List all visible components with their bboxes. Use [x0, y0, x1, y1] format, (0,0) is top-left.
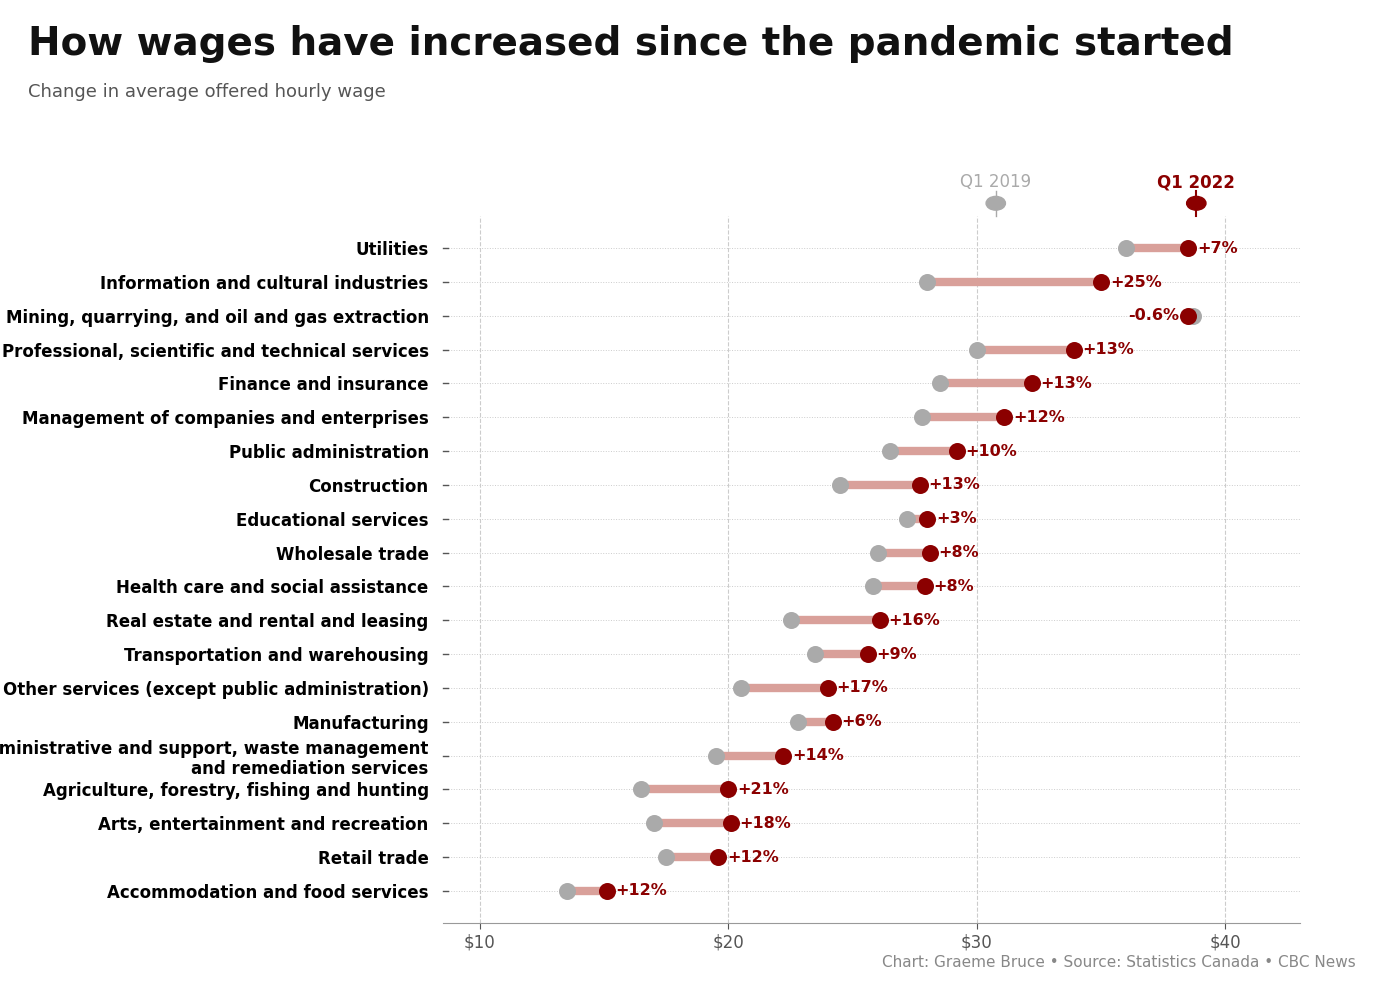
- Text: +13%: +13%: [1040, 376, 1093, 391]
- Point: [866, 545, 888, 561]
- Text: Q1 2019: Q1 2019: [960, 174, 1032, 191]
- Point: [1021, 376, 1043, 392]
- Text: +21%: +21%: [737, 782, 788, 797]
- Point: [896, 511, 918, 526]
- Point: [1177, 241, 1199, 256]
- Point: [965, 342, 987, 357]
- Point: [730, 681, 752, 696]
- Point: [822, 714, 844, 730]
- Point: [928, 376, 950, 392]
- Point: [556, 883, 578, 899]
- Point: [1062, 342, 1084, 357]
- Text: +7%: +7%: [1196, 241, 1238, 255]
- Point: [914, 578, 936, 594]
- Point: [772, 747, 794, 763]
- Point: [1177, 308, 1199, 324]
- Point: [1115, 241, 1137, 256]
- Text: +13%: +13%: [1083, 342, 1134, 357]
- Point: [830, 477, 852, 493]
- Point: [596, 883, 618, 899]
- Point: [946, 443, 968, 459]
- Point: [780, 613, 802, 628]
- Point: [916, 511, 938, 526]
- Text: +17%: +17%: [837, 681, 888, 695]
- Text: +3%: +3%: [936, 512, 976, 526]
- Point: [631, 782, 653, 797]
- Text: +16%: +16%: [889, 613, 940, 627]
- Text: Change in average offered hourly wage: Change in average offered hourly wage: [28, 83, 386, 101]
- Point: [719, 815, 741, 831]
- Text: +25%: +25%: [1111, 275, 1162, 290]
- Text: +12%: +12%: [615, 884, 667, 899]
- Point: [918, 545, 940, 561]
- Point: [787, 714, 809, 730]
- Point: [856, 646, 878, 662]
- Text: How wages have increased since the pandemic started: How wages have increased since the pande…: [28, 25, 1234, 63]
- Point: [656, 849, 678, 865]
- Point: [878, 443, 900, 459]
- Point: [643, 815, 665, 831]
- Text: +14%: +14%: [791, 748, 844, 763]
- Point: [705, 747, 727, 763]
- Point: [805, 646, 827, 662]
- Point: [707, 849, 729, 865]
- Text: Q1 2022: Q1 2022: [1158, 174, 1235, 191]
- Point: [993, 409, 1015, 425]
- Text: +6%: +6%: [841, 714, 882, 730]
- Point: [817, 681, 839, 696]
- Point: [1182, 308, 1205, 324]
- Point: [862, 578, 884, 594]
- Text: +12%: +12%: [727, 849, 779, 864]
- Point: [911, 409, 934, 425]
- Text: +9%: +9%: [877, 646, 917, 662]
- Text: Chart: Graeme Bruce • Source: Statistics Canada • CBC News: Chart: Graeme Bruce • Source: Statistics…: [881, 955, 1355, 970]
- Point: [869, 613, 891, 628]
- Text: -0.6%: -0.6%: [1129, 308, 1180, 323]
- Text: +8%: +8%: [934, 579, 974, 594]
- Text: +13%: +13%: [928, 477, 981, 493]
- Text: +18%: +18%: [740, 816, 791, 831]
- Point: [916, 274, 938, 290]
- Text: +8%: +8%: [939, 545, 979, 560]
- Point: [718, 782, 740, 797]
- Point: [909, 477, 931, 493]
- Text: +12%: +12%: [1012, 409, 1065, 425]
- Text: +10%: +10%: [965, 444, 1018, 459]
- Point: [1090, 274, 1112, 290]
